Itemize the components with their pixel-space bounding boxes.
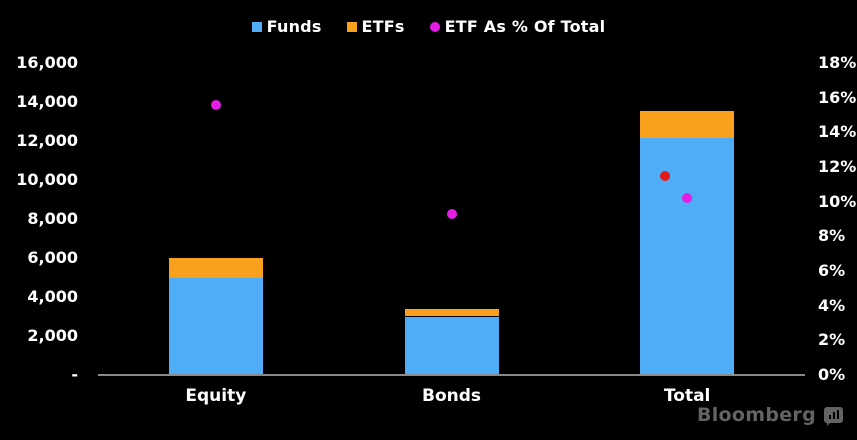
y-axis-left-tick-label: 12,000	[16, 131, 78, 150]
legend-label: ETFs	[361, 17, 405, 36]
y-axis-right-tick-label: 8%	[818, 226, 846, 246]
etf-pct-dot	[682, 193, 693, 204]
legend-swatch-circle	[429, 21, 440, 32]
bar-segment-funds	[168, 277, 263, 375]
y-axis-left-tick-label: 6,000	[27, 248, 78, 267]
y-axis-right-tick-label: 6%	[818, 261, 846, 280]
etf-pct-dot	[210, 99, 221, 110]
x-axis-category-label: Bonds	[421, 386, 482, 406]
legend-swatch-square	[251, 21, 262, 32]
bar-segment-funds	[404, 316, 499, 375]
legend-label: Funds	[266, 17, 322, 36]
y-axis-right-tick-label: 14%	[818, 122, 857, 142]
x-axis-category-label: Equity	[185, 386, 247, 406]
y-axis-right-tick-label: 16%	[818, 87, 857, 107]
etf-pct-dot	[446, 208, 457, 219]
y-axis-left-tick-label: 2,000	[27, 326, 78, 345]
bloomberg-branding: Bloomberg	[697, 404, 843, 426]
logo-bar	[837, 410, 839, 419]
logo-bar	[829, 415, 831, 419]
y-axis-left-tick-label: 10,000	[16, 170, 78, 189]
bloomberg-logo-icon	[824, 407, 843, 426]
legend-label: ETF As % Of Total	[444, 17, 606, 36]
y-axis-right-tick-label: 0%	[818, 365, 846, 384]
y-axis-left-tick-label: 16,000	[16, 53, 78, 72]
bar-segment-funds	[640, 138, 735, 375]
y-axis-right-tick-label: 10%	[818, 191, 857, 211]
y-axis-right-tick-label: 2%	[818, 330, 846, 350]
y-axis-left-tick-label: 8,000	[27, 209, 78, 228]
y-axis-left-tick-label: -	[71, 365, 78, 384]
y-axis-right-tick-label: 12%	[818, 157, 857, 176]
bloomberg-wordmark: Bloomberg	[696, 404, 816, 426]
legend-item: ETFs	[346, 17, 405, 36]
x-axis-category-label: Total	[663, 386, 711, 406]
bar-segment-etfs	[404, 308, 499, 317]
legend: Funds ETFs ETF As % Of Total	[0, 17, 857, 36]
logo-tail	[827, 422, 831, 426]
legend-item: ETF As % Of Total	[429, 17, 606, 36]
y-axis-left-tick-label: 4,000	[27, 287, 78, 306]
y-axis-right-tick-label: 4%	[818, 295, 846, 315]
y-axis-left-tick-label: 14,000	[16, 92, 78, 111]
unlabeled-red-dot	[660, 170, 671, 181]
y-axis-right-tick-label: 18%	[818, 53, 857, 72]
legend-swatch-square	[346, 21, 357, 32]
x-axis-baseline	[98, 374, 805, 376]
bar-segment-etfs	[640, 110, 735, 139]
logo-bar	[833, 412, 835, 419]
bar-segment-etfs	[168, 258, 263, 278]
legend-item: Funds	[251, 17, 322, 36]
